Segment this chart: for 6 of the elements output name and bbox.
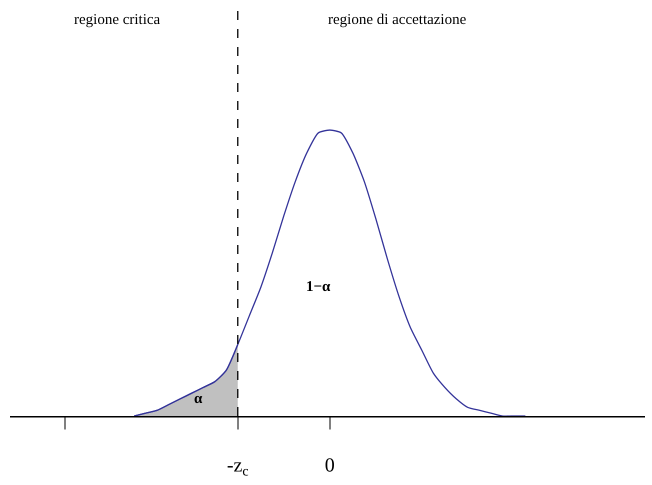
x-tick-label: 0 (324, 454, 335, 476)
annotation: 1−α (306, 279, 332, 295)
x-tick-label: -z$_{c}$ (226, 454, 249, 480)
text: regione critica (74, 12, 161, 28)
text: regione di accettazione (328, 12, 467, 28)
annotation: α (194, 391, 203, 407)
